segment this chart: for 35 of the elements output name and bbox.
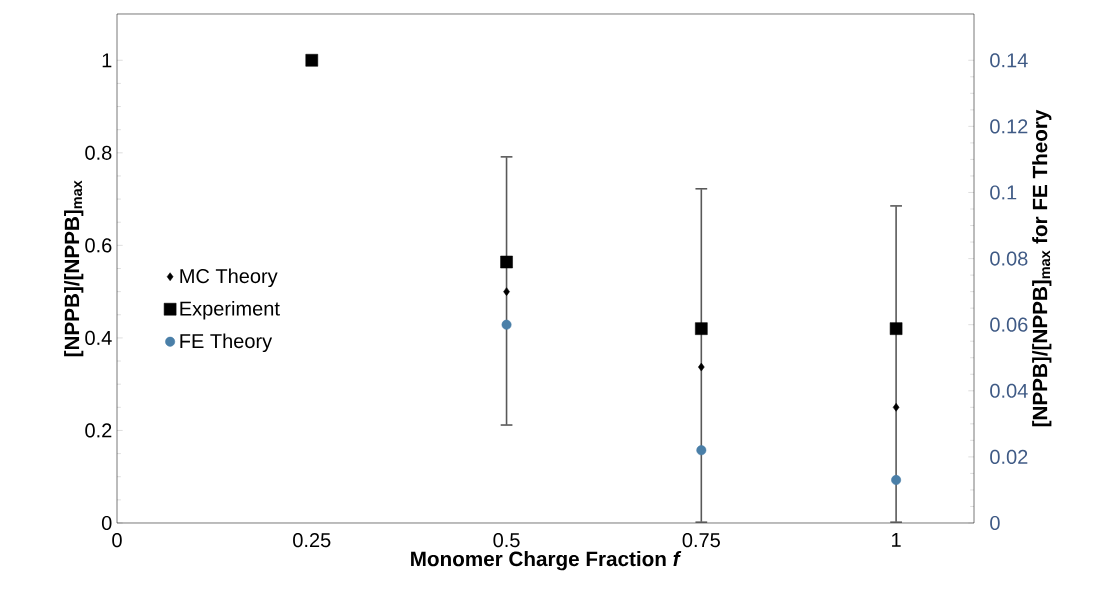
y2-tick-label: 0.06 [990,317,1028,332]
x-tick-label: 1 [892,533,901,547]
x-tick-label: 0.25 [293,533,331,548]
y2-tick-label: 0.14 [990,53,1028,68]
y-axis-title: [NPPB]/[NPPB]$_{max}$ [64,180,84,357]
point [501,319,512,330]
x-axis-title: Monomer Charge Fraction f [411,551,682,571]
legend-label: FE Theory [180,333,273,353]
y2-tick-label: 0.08 [990,251,1028,266]
y2-tick-label: 0.04 [990,383,1028,398]
y2-tick-label: 0.1 [990,185,1017,200]
y2-tick-label: 0.02 [990,449,1028,464]
y-tick-label: 0.8 [85,145,112,160]
y-tick-label: 0 [101,515,112,531]
y2-axis-title: [NPPB]/[NPPB]$_{max}$ for FE Theory [1032,109,1052,427]
x-tick-label: 0.5 [493,533,520,548]
legend-label: MC Theory [180,268,278,288]
point [891,475,902,485]
point [503,287,510,296]
point [696,445,707,456]
y-tick-label: 1 [102,53,112,68]
y2-tick-label: 0.12 [990,119,1028,134]
point [500,255,513,269]
point [889,322,903,335]
x-tick-label: 0 [112,533,122,548]
y-tick-label: 0.2 [85,423,112,438]
point [892,403,900,412]
x-tick-label: 0.75 [682,533,720,548]
y-tick-label: 0.4 [85,330,112,345]
point [695,322,708,335]
legend-label: Experiment [180,300,280,320]
point [698,362,705,372]
point [305,54,319,67]
y2-tick-label: 0 [990,515,1000,531]
y-tick-label: 0.6 [85,238,112,253]
